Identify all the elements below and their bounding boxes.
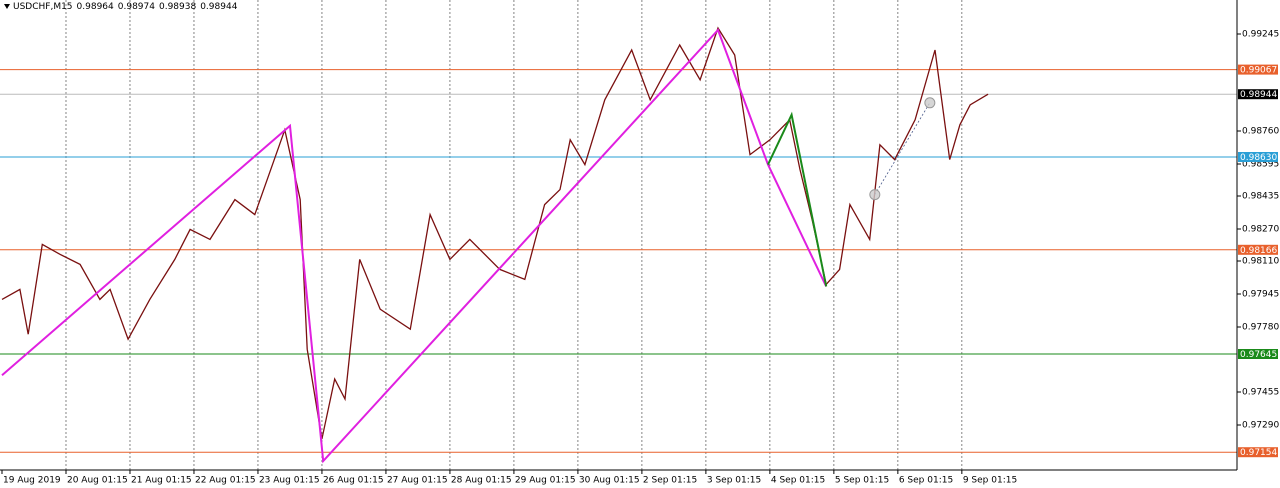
chart-header: USDCHF,M15 0.98964 0.98974 0.98938 0.98944: [4, 2, 241, 12]
level-label-box: [1238, 244, 1278, 255]
x-tick-label: 30 Aug 01:15: [579, 476, 640, 486]
y-tick-label: 0.98110: [1242, 257, 1279, 267]
x-tick-label: 22 Aug 01:15: [195, 476, 256, 486]
y-tick-label: 0.99245: [1242, 30, 1279, 40]
y-tick-label: 0.98270: [1242, 225, 1279, 235]
menu-arrow[interactable]: [4, 4, 10, 9]
x-tick-label: 3 Sep 01:15: [707, 476, 761, 486]
y-tick-label: 0.97945: [1242, 290, 1279, 300]
ohlc-low: 0.98938: [158, 2, 197, 12]
level-label-box: [1238, 447, 1278, 458]
x-tick-label: 23 Aug 01:15: [259, 476, 320, 486]
ohlc-close: 0.98944: [200, 2, 238, 12]
x-tick-label: 29 Aug 01:15: [515, 476, 576, 486]
x-tick-label: 27 Aug 01:15: [387, 476, 448, 486]
level-label-box: [1238, 64, 1278, 75]
last-price-label: 0.98944: [1240, 90, 1277, 100]
projection-point: [924, 97, 936, 109]
x-tick-label: 21 Aug 01:15: [131, 476, 192, 486]
y-tick-label: 0.98760: [1242, 127, 1279, 137]
x-tick-label: 2 Sep 01:15: [643, 476, 697, 486]
plot-area: [0, 26, 1237, 464]
y-tick-label: 0.97780: [1242, 323, 1279, 333]
x-tick-label: 4 Sep 01:15: [771, 476, 825, 486]
last-price-box: [1238, 89, 1278, 100]
ohlc-open: 0.98964: [76, 2, 114, 12]
zigzag-line: [767, 111, 828, 287]
symbol: USDCHF,M15: [13, 2, 73, 12]
price-line: [1, 26, 989, 440]
y-tick-label: 0.98595: [1242, 160, 1279, 170]
level-label-box: [1238, 349, 1278, 359]
x-tick-label: 26 Aug 01:15: [323, 476, 384, 486]
projection-point: [869, 189, 881, 201]
y-tick-label: 0.98435: [1242, 192, 1279, 202]
projection-line: [874, 102, 931, 195]
level-label: 0.97154: [1240, 448, 1277, 458]
x-tick-label: 6 Sep 01:15: [899, 476, 953, 486]
x-tick-label: 28 Aug 01:15: [451, 476, 512, 486]
x-tick-label: 20 Aug 01:15: [67, 476, 128, 486]
level-label: 0.97645: [1240, 350, 1277, 360]
axes: 19 Aug 2019 20 Aug 01:15 21 Aug 01:15 22 Au…: [1, 30, 1279, 486]
level-label: 0.99067: [1240, 66, 1277, 76]
level-label: 0.98166: [1240, 246, 1277, 256]
y-tick-label: 0.97290: [1242, 421, 1279, 431]
y-tick-label: 0.97455: [1242, 388, 1279, 398]
ohlc-high: 0.98974: [117, 2, 155, 12]
level-label-box: [1238, 152, 1278, 162]
x-tick-label: 5 Sep 01:15: [835, 476, 889, 486]
x-tick-label: 9 Sep 01:15: [963, 476, 1017, 486]
x-tick-label: 19 Aug 2019: [3, 476, 61, 486]
zigzag-line: [1, 28, 828, 464]
level-label: 0.98630: [1240, 153, 1277, 163]
